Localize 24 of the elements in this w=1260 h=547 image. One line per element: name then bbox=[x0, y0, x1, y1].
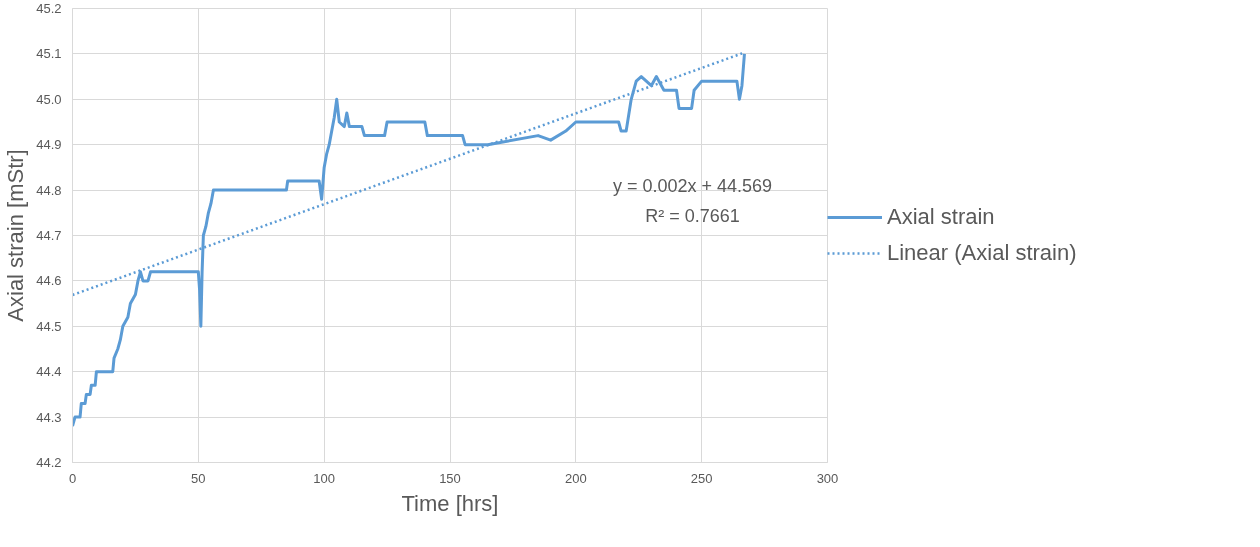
x-tick-label: 0 bbox=[68, 470, 77, 486]
y-tick-label: 45.1 bbox=[36, 46, 62, 62]
y-tick-label: 44.9 bbox=[36, 137, 62, 153]
y-tick-label: 44.3 bbox=[36, 409, 62, 425]
y-tick-label: 44.4 bbox=[36, 364, 62, 380]
y-tick-label: 44.7 bbox=[36, 228, 62, 243]
x-tick-label: 200 bbox=[564, 470, 587, 486]
legend-label: Linear (Axial strain) bbox=[887, 240, 1077, 266]
x-tick-label: 300 bbox=[816, 470, 839, 486]
x-tick-label: 250 bbox=[690, 470, 713, 486]
legend-label: Axial strain bbox=[887, 204, 995, 230]
annotation: y = 0.002x + 44.569 bbox=[612, 175, 773, 196]
y-tick-label: 44.8 bbox=[36, 182, 62, 198]
x-tick-label: 50 bbox=[191, 470, 206, 486]
y-tick-label: 44.2 bbox=[36, 455, 62, 470]
y-tick-label: 44.6 bbox=[36, 273, 62, 289]
y-tick-label: 45.2 bbox=[36, 1, 62, 16]
x-tick-label: 150 bbox=[439, 470, 461, 486]
x-tick-label: 100 bbox=[313, 470, 336, 486]
x-axis-title: Time [hrs] bbox=[401, 490, 499, 516]
y-tick-label: 44.5 bbox=[36, 318, 62, 334]
y-axis-title: Axial strain [mStr] bbox=[3, 149, 29, 322]
annotation: R² = 0.7661 bbox=[645, 205, 740, 226]
y-tick-label: 45.0 bbox=[36, 91, 62, 107]
